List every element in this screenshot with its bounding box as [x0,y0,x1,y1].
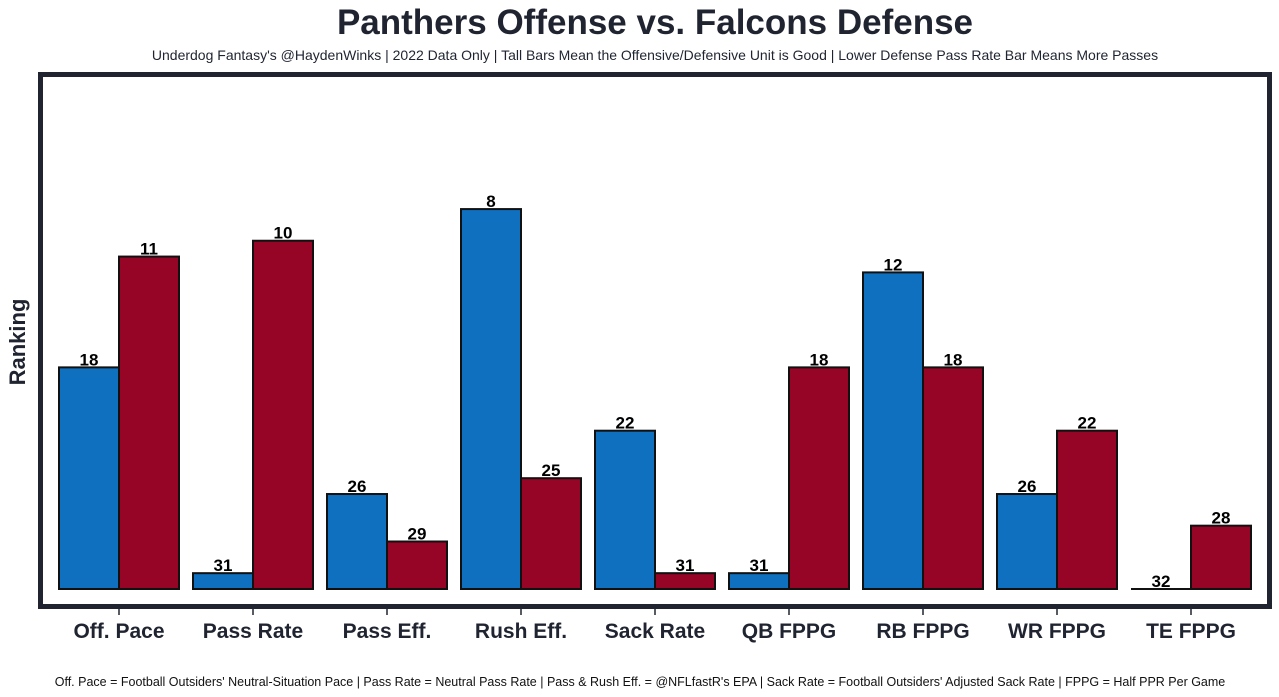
data-label: 12 [884,255,903,274]
x-tick-label: Sack Rate [605,620,705,643]
bar-defense [788,366,850,590]
data-label: 22 [1078,414,1097,433]
data-label: 10 [274,224,293,243]
data-label: 18 [944,350,963,369]
data-label: 26 [1018,477,1037,496]
bar-offense [326,493,388,590]
chart-title: Panthers Offense vs. Falcons Defense [337,3,973,42]
data-label: 25 [542,461,561,480]
x-tick-label: Rush Eff. [475,620,567,643]
x-tick-label: Off. Pace [73,620,164,643]
data-label: 26 [348,477,367,496]
bar-defense [1056,429,1118,591]
bar-offense [996,493,1058,590]
bars-group: 18 11 31 10 26 29 8 25 22 31 31 18 12 18 26 22 32 28 [58,192,1252,591]
data-label: 31 [676,556,695,575]
data-label: 22 [616,414,635,433]
bar-offense [460,208,522,591]
bar-offense [594,429,656,591]
data-label: 32 [1152,572,1171,591]
x-tick-label: QB FPPG [742,620,837,643]
data-label: 31 [214,556,233,575]
bar-offense [862,271,924,590]
bar-defense [654,572,716,590]
bar-offense [192,572,254,590]
bar-defense [118,255,180,590]
data-label: 28 [1212,509,1231,528]
data-label: 18 [80,350,99,369]
plot-frame [38,72,1272,609]
data-label: 8 [486,192,495,211]
x-axis: Off. Pace Pass Rate Pass Eff. Rush Eff. Sack… [73,609,1236,643]
data-label: 31 [750,556,769,575]
bar-defense [252,239,314,591]
bar-offense [58,366,120,590]
bar-defense [1190,524,1252,590]
bar-defense [520,477,582,590]
x-tick-label: WR FPPG [1008,620,1106,643]
data-label: 11 [140,240,158,259]
bar-offense [728,572,790,590]
x-tick-label: TE FPPG [1146,620,1236,643]
chart-subtitle: Underdog Fantasy's @HaydenWinks | 2022 D… [152,47,1158,63]
bar-defense [386,540,448,591]
x-tick-label: RB FPPG [876,620,969,643]
data-label: 29 [408,525,427,544]
y-axis-label: Ranking [5,299,30,386]
data-label: 18 [810,350,829,369]
footnote: Off. Pace = Football Outsiders' Neutral-… [55,675,1226,689]
bar-defense [922,366,984,590]
x-tick-label: Pass Rate [203,620,303,643]
x-tick-label: Pass Eff. [343,620,432,643]
